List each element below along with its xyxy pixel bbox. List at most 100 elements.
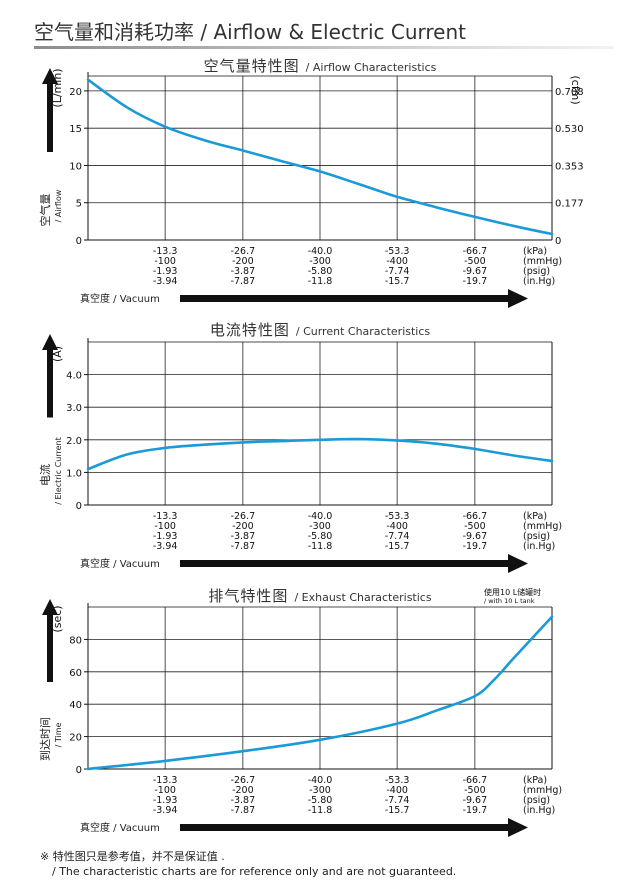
- x-tick-label: -400: [386, 521, 408, 532]
- x-tick-label: -9.67: [463, 795, 488, 806]
- y-tick-label: 5: [76, 199, 82, 210]
- y-side-label-cn: 电流: [38, 464, 52, 486]
- x-tick-label: -1.93: [153, 266, 178, 277]
- x-tick-label: -300: [309, 785, 331, 796]
- x-tick-label: -19.7: [463, 805, 488, 816]
- x-tick-label: -11.8: [308, 541, 333, 552]
- x-arrow-head-icon: [508, 289, 528, 308]
- x-tick-label: -100: [154, 785, 176, 796]
- x-unit-label: (kPa): [523, 775, 547, 786]
- chart-3: 排气特性图 / Exhaust Characteristics 使用10 L储罐时/…: [39, 587, 562, 837]
- x-tick-label: -3.94: [153, 805, 178, 816]
- x-tick-label: -3.87: [231, 795, 256, 806]
- x-tick-label: -13.3: [153, 246, 178, 257]
- x-tick-label: -5.80: [308, 266, 333, 277]
- y-tick-label: 80: [69, 635, 82, 646]
- x-unit-label: (psig): [523, 795, 550, 806]
- x-tick-label: -9.67: [463, 266, 488, 277]
- y-side-label-en: / Electric Current: [54, 437, 63, 504]
- x-tick-label: -7.87: [231, 541, 256, 552]
- x-tick-label: -7.74: [385, 266, 410, 277]
- x-unit-label: (in.Hg): [523, 541, 555, 552]
- series-line: [86, 615, 554, 771]
- x-unit-label: (mmHg): [523, 521, 562, 532]
- x-tick-label: -13.3: [153, 775, 178, 786]
- x-tick-label: -1.93: [153, 795, 178, 806]
- x-tick-label: -13.3: [153, 511, 178, 522]
- x-tick-label: -400: [386, 256, 408, 267]
- x-arrow-label: 真空度 / Vacuum: [80, 821, 160, 834]
- x-tick-label: -5.80: [308, 795, 333, 806]
- x-tick-label: -500: [464, 521, 486, 532]
- x-tick-label: -500: [464, 785, 486, 796]
- y-tick-label: 40: [69, 700, 82, 711]
- x-tick-label: -53.3: [385, 775, 410, 786]
- chart-title-cn: 空气量特性图: [204, 57, 300, 75]
- x-arrow-head-icon: [508, 554, 528, 573]
- x-tick-label: -19.7: [463, 276, 488, 287]
- x-tick-label: -300: [309, 256, 331, 267]
- x-tick-label: -9.67: [463, 531, 488, 542]
- y-arrow-shaft: [47, 348, 53, 418]
- y-tick-label: 0: [76, 765, 82, 776]
- y-tick-label: 0: [76, 501, 82, 512]
- x-arrow-shaft: [180, 560, 510, 567]
- x-tick-label: -15.7: [385, 276, 410, 287]
- y-arrow-shaft: [47, 82, 53, 152]
- x-unit-label: (psig): [523, 531, 550, 542]
- x-unit-label: (in.Hg): [523, 276, 555, 287]
- x-arrow-label: 真空度 / Vacuum: [80, 557, 160, 570]
- x-tick-label: -3.94: [153, 541, 178, 552]
- note-en: / The characteristic charts are for refe…: [52, 865, 457, 878]
- x-tick-label: -200: [232, 256, 254, 267]
- x-unit-label: (kPa): [523, 246, 547, 257]
- note-cn: ※ 特性图只是参考值，并不是保证值 .: [40, 850, 225, 863]
- title-divider: [34, 46, 614, 49]
- x-tick-label: -15.7: [385, 541, 410, 552]
- x-tick-label: -40.0: [308, 775, 333, 786]
- x-unit-label: (kPa): [523, 511, 547, 522]
- y-tick-label: 15: [69, 124, 82, 135]
- x-tick-label: -11.8: [308, 805, 333, 816]
- chart-annotation-cn: 使用10 L储罐时: [484, 587, 541, 597]
- x-arrow-head-icon: [508, 818, 528, 837]
- x-tick-label: -11.8: [308, 276, 333, 287]
- series-line: [86, 78, 554, 236]
- y-tick-label: 10: [69, 161, 82, 172]
- x-unit-label: (mmHg): [523, 785, 562, 796]
- x-tick-label: -200: [232, 785, 254, 796]
- chart-title: 电流特性图 / Current Characteristics: [210, 321, 431, 339]
- x-tick-label: -40.0: [308, 511, 333, 522]
- x-tick-label: -15.7: [385, 805, 410, 816]
- y-tick-label: 20: [69, 733, 82, 744]
- y-side-label-en: / Airflow: [54, 189, 63, 222]
- y-tick-label: 60: [69, 668, 82, 679]
- chart-title: 空气量特性图 / Airflow Characteristics: [204, 57, 437, 75]
- x-tick-label: -7.87: [231, 805, 256, 816]
- chart-title: 排气特性图 / Exhaust Characteristics: [208, 587, 431, 605]
- x-tick-label: -300: [309, 521, 331, 532]
- y-arrow-head-icon: [42, 68, 58, 84]
- y-tick-label: 4.0: [66, 371, 82, 382]
- x-arrow-label: 真空度 / Vacuum: [80, 292, 160, 305]
- y2-tick-label: 0.708: [555, 87, 584, 98]
- x-arrow-shaft: [180, 295, 510, 302]
- x-tick-label: -100: [154, 521, 176, 532]
- x-tick-label: -7.74: [385, 795, 410, 806]
- y-tick-label: 2.0: [66, 436, 82, 447]
- x-tick-label: -26.7: [231, 775, 256, 786]
- chart-2: 电流特性图 / Current Characteristics 0 1.0 2.0 3.0…: [38, 321, 562, 573]
- y2-tick-label: 0.530: [555, 124, 584, 135]
- x-tick-label: -3.94: [153, 276, 178, 287]
- page-title: 空气量和消耗功率 / Airflow & Electric Current: [34, 20, 467, 44]
- x-unit-label: (psig): [523, 266, 550, 277]
- y2-tick-label: 0.177: [555, 199, 584, 210]
- x-tick-label: -200: [232, 521, 254, 532]
- x-unit-label: (in.Hg): [523, 805, 555, 816]
- y-side-label-cn: 到达时间: [39, 717, 52, 761]
- x-tick-label: -100: [154, 256, 176, 267]
- y-tick-label: 3.0: [66, 403, 82, 414]
- y-arrow-shaft: [47, 613, 53, 682]
- y2-axis-label: (cfm): [569, 75, 582, 104]
- x-tick-label: -40.0: [308, 246, 333, 257]
